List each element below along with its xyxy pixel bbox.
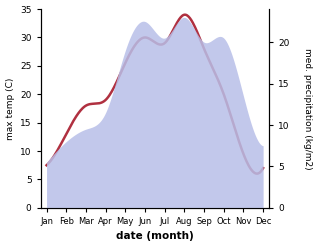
Y-axis label: med. precipitation (kg/m2): med. precipitation (kg/m2) [303, 48, 313, 169]
X-axis label: date (month): date (month) [116, 231, 194, 242]
Y-axis label: max temp (C): max temp (C) [5, 77, 15, 140]
